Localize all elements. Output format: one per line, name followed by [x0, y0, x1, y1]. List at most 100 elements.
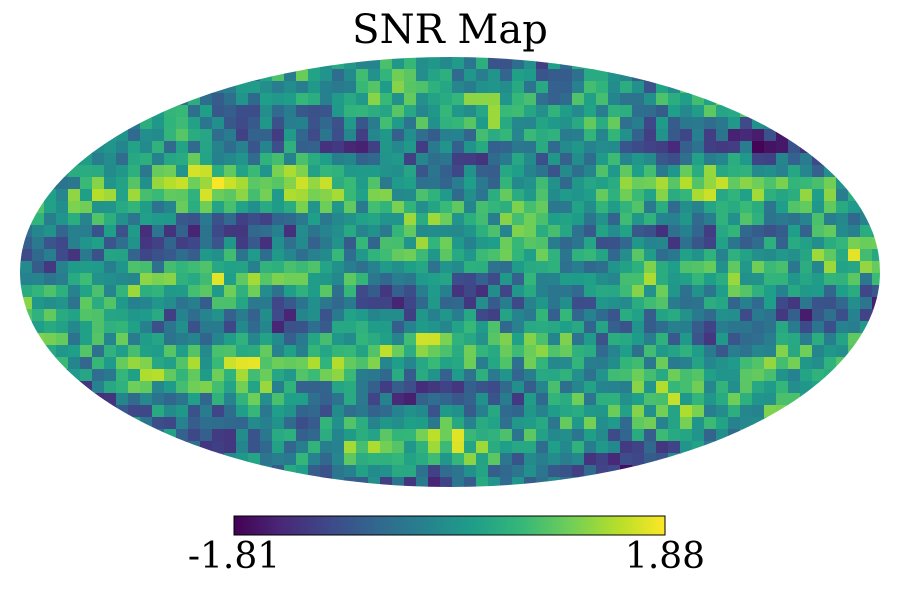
- map-pixel: [404, 369, 417, 382]
- map-pixel: [296, 285, 309, 298]
- map-pixel: [20, 309, 33, 322]
- map-pixel: [752, 129, 765, 142]
- map-pixel: [632, 429, 645, 442]
- map-pixel: [356, 381, 369, 394]
- map-pixel: [488, 309, 501, 322]
- map-pixel: [464, 57, 477, 70]
- map-pixel: [164, 297, 177, 310]
- map-pixel: [236, 249, 249, 262]
- map-pixel: [164, 105, 177, 118]
- map-pixel: [488, 177, 501, 190]
- map-pixel: [92, 333, 105, 346]
- map-pixel: [872, 285, 880, 298]
- map-pixel: [128, 273, 141, 286]
- map-pixel: [620, 321, 633, 334]
- map-pixel: [680, 345, 693, 358]
- map-pixel: [152, 309, 165, 322]
- map-pixel: [704, 249, 717, 262]
- map-pixel: [716, 381, 729, 394]
- map-pixel: [296, 201, 309, 214]
- map-pixel: [536, 405, 549, 418]
- map-pixel: [668, 273, 681, 286]
- map-pixel: [332, 453, 345, 466]
- map-pixel: [776, 357, 789, 370]
- map-pixel: [224, 333, 237, 346]
- map-pixel: [68, 249, 81, 262]
- map-pixel: [788, 225, 801, 238]
- map-pixel: [392, 81, 405, 94]
- map-pixel: [164, 237, 177, 250]
- map-pixel: [608, 69, 621, 82]
- map-pixel: [200, 189, 213, 202]
- map-pixel: [296, 117, 309, 130]
- map-pixel: [476, 93, 489, 106]
- map-pixel: [392, 177, 405, 190]
- map-pixel: [248, 189, 261, 202]
- map-pixel: [380, 429, 393, 442]
- map-pixel: [584, 357, 597, 370]
- map-pixel: [524, 405, 537, 418]
- map-pixel: [296, 333, 309, 346]
- map-pixel: [212, 189, 225, 202]
- map-pixel: [500, 429, 513, 442]
- map-pixel: [464, 357, 477, 370]
- map-pixel: [524, 321, 537, 334]
- map-pixel: [404, 225, 417, 238]
- map-pixel: [296, 141, 309, 154]
- map-pixel: [332, 213, 345, 226]
- map-pixel: [572, 165, 585, 178]
- map-pixel: [380, 177, 393, 190]
- map-pixel: [188, 321, 201, 334]
- map-pixel: [836, 249, 849, 262]
- map-pixel: [92, 261, 105, 274]
- map-pixel: [44, 297, 57, 310]
- map-pixel: [272, 429, 285, 442]
- map-pixel: [428, 477, 441, 487]
- map-pixel: [692, 261, 705, 274]
- map-pixel: [344, 153, 357, 166]
- map-pixel: [788, 273, 801, 286]
- map-pixel: [272, 153, 285, 166]
- map-pixel: [332, 237, 345, 250]
- map-pixel: [800, 297, 813, 310]
- map-pixel: [212, 129, 225, 142]
- map-pixel: [188, 441, 201, 454]
- map-pixel: [128, 213, 141, 226]
- map-pixel: [452, 381, 465, 394]
- map-pixel: [716, 129, 729, 142]
- map-pixel: [404, 141, 417, 154]
- map-pixel: [812, 381, 825, 394]
- map-pixel: [668, 213, 681, 226]
- map-pixel: [344, 201, 357, 214]
- map-pixel: [320, 393, 333, 406]
- map-pixel: [764, 285, 777, 298]
- map-pixel: [728, 237, 741, 250]
- map-pixel: [164, 429, 177, 442]
- map-pixel: [176, 441, 189, 454]
- map-pixel: [80, 393, 93, 406]
- map-pixel: [716, 237, 729, 250]
- chart-title: SNR Map: [352, 7, 548, 53]
- map-pixel: [584, 153, 597, 166]
- map-pixel: [776, 117, 789, 130]
- map-pixel: [248, 273, 261, 286]
- map-pixel: [368, 249, 381, 262]
- map-pixel: [524, 273, 537, 286]
- map-pixel: [416, 105, 429, 118]
- map-pixel: [320, 57, 333, 70]
- map-pixel: [32, 213, 45, 226]
- map-pixel: [188, 273, 201, 286]
- map-pixel: [740, 105, 753, 118]
- map-pixel: [344, 477, 357, 487]
- map-pixel: [512, 345, 525, 358]
- map-pixel: [344, 177, 357, 190]
- map-pixel: [392, 69, 405, 82]
- map-pixel: [620, 189, 633, 202]
- map-pixel: [440, 129, 453, 142]
- map-pixel: [668, 249, 681, 262]
- map-pixel: [620, 381, 633, 394]
- map-pixel: [704, 93, 717, 106]
- map-pixel: [428, 129, 441, 142]
- map-pixel: [692, 129, 705, 142]
- map-pixel: [188, 369, 201, 382]
